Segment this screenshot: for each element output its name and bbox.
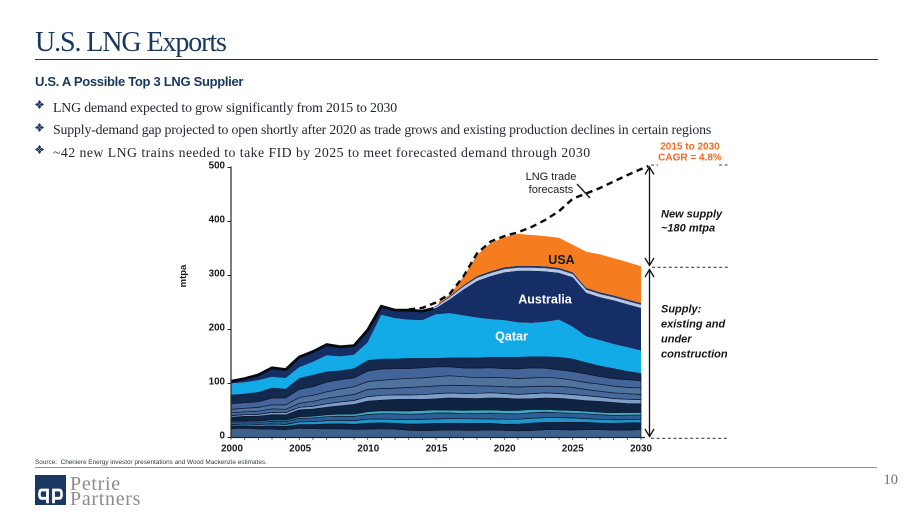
svg-text:500: 500: [209, 161, 226, 172]
svg-text:300: 300: [209, 269, 226, 280]
svg-text:2015 to 2030: 2015 to 2030: [660, 141, 720, 152]
svg-text:LNG trade: LNG trade: [526, 171, 577, 183]
svg-text:2000: 2000: [221, 444, 243, 455]
svg-text:0: 0: [220, 431, 226, 442]
svg-text:under: under: [661, 334, 692, 346]
svg-text:2025: 2025: [562, 444, 584, 455]
svg-text:mtpa: mtpa: [178, 264, 189, 287]
svg-text:~180 mtpa: ~180 mtpa: [661, 223, 715, 235]
svg-text:2020: 2020: [494, 444, 516, 455]
svg-text:Supply:: Supply:: [661, 304, 702, 316]
svg-text:New supply: New supply: [661, 209, 723, 221]
svg-text:Qatar: Qatar: [495, 330, 528, 344]
svg-text:2005: 2005: [289, 444, 311, 455]
svg-text:Australia: Australia: [518, 293, 573, 307]
svg-text:CAGR = 4.8%: CAGR = 4.8%: [658, 152, 722, 163]
svg-text:200: 200: [209, 323, 226, 334]
svg-text:USA: USA: [548, 253, 574, 267]
svg-text:2030: 2030: [630, 444, 652, 455]
svg-text:construction: construction: [661, 349, 728, 361]
svg-text:2010: 2010: [357, 444, 379, 455]
svg-text:100: 100: [209, 377, 226, 388]
svg-text:forecasts: forecasts: [529, 184, 574, 196]
svg-text:400: 400: [209, 215, 226, 226]
svg-text:existing and: existing and: [661, 319, 725, 331]
svg-text:2015: 2015: [426, 444, 448, 455]
